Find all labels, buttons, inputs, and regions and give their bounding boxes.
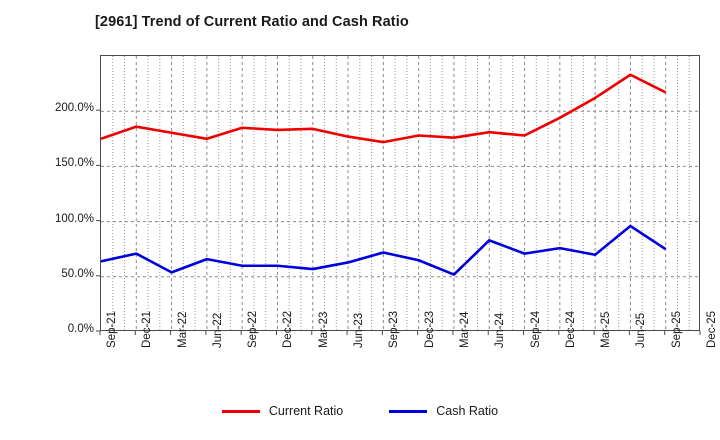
chart-title: [2961] Trend of Current Ratio and Cash R… <box>95 14 409 30</box>
legend-color-swatch <box>221 409 260 413</box>
y-axis-tickmarks <box>96 109 100 332</box>
legend-color-swatch <box>389 409 428 413</box>
plot-area <box>100 55 700 331</box>
legend-label: Cash Ratio <box>436 404 499 418</box>
x-axis-tickmarks <box>99 331 701 335</box>
y-tick-label: 0.0% <box>67 323 94 335</box>
y-tick-label: 150.0% <box>54 157 94 170</box>
y-tick-label: 200.0% <box>54 102 94 115</box>
legend-item-cash-ratio[interactable]: Cash Ratio <box>389 404 498 418</box>
y-axis: 0.0% 50.0% 100.0% 150.0% 200.0% <box>34 0 94 440</box>
series-line-current-ratio <box>101 73 667 144</box>
y-tick-label: 100.0% <box>54 212 94 225</box>
legend-item-current-ratio[interactable]: Current Ratio <box>221 404 344 418</box>
y-tick-label: 50.0% <box>61 267 94 280</box>
legend-label: Current Ratio <box>268 404 344 418</box>
gridlines <box>101 56 699 330</box>
data-series-layer <box>101 73 667 276</box>
series-line-cash-ratio <box>101 224 667 276</box>
chart-legend: Current Ratio Cash Ratio <box>0 404 720 418</box>
